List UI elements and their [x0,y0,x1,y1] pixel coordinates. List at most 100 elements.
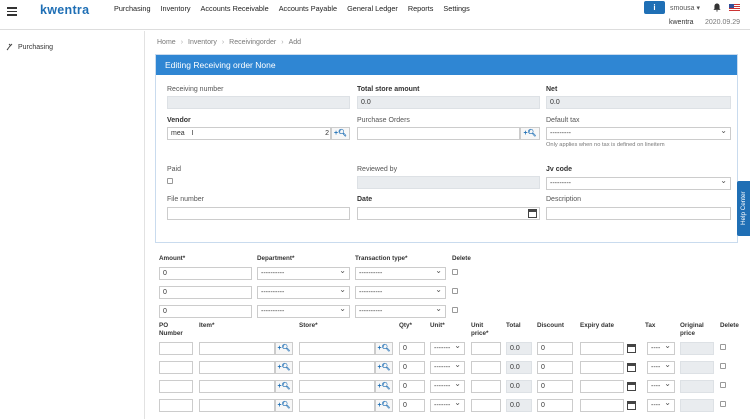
expiry-date-input[interactable] [580,361,624,374]
jv-code-select[interactable]: --------- [546,175,731,190]
unit-price-input[interactable] [471,399,501,412]
po-number-input[interactable] [159,361,193,374]
nav-purchasing[interactable]: Purchasing [114,4,151,13]
unit-select[interactable]: ------- [430,359,465,374]
expiry-date-input[interactable] [580,380,624,393]
item-add-search-button[interactable]: +🔍︎ [275,399,293,412]
department-select[interactable]: ---------- [257,265,350,280]
transaction-type-select[interactable]: ---------- [355,303,446,318]
unit-price-input[interactable] [471,342,501,355]
unit-price-input[interactable] [471,380,501,393]
calendar-icon[interactable] [627,363,636,372]
expiry-date-input[interactable] [580,342,624,355]
discount-input[interactable]: 0 [537,361,573,374]
calendar-icon[interactable] [627,401,636,410]
vendor-add-search-button[interactable]: +🔍︎ [331,127,350,140]
tax-select[interactable]: ---- [647,397,675,412]
qty-input[interactable]: 0 [399,380,425,393]
paid-checkbox[interactable] [167,178,173,184]
transaction-type-select[interactable]: ---------- [355,284,446,299]
help-center-tab[interactable]: Help Center [737,181,750,236]
store-input[interactable] [299,380,375,393]
bell-icon[interactable] [713,3,721,12]
po-number-input[interactable] [159,380,193,393]
item-input[interactable] [199,361,275,374]
unit-select[interactable]: ------- [430,378,465,393]
item-header: Item* [199,322,215,329]
nav-settings[interactable]: Settings [443,4,470,13]
unit-select[interactable]: ------- [430,397,465,412]
delete-checkbox[interactable] [720,382,726,388]
calendar-icon[interactable] [627,382,636,391]
original-price-input [680,399,714,412]
discount-input[interactable]: 0 [537,399,573,412]
store-add-search-button[interactable]: +🔍︎ [375,342,393,355]
file-number-input[interactable] [167,207,350,220]
department-select[interactable]: ---------- [257,284,350,299]
purchase-orders-add-search-button[interactable]: +🔍︎ [520,127,540,140]
tax-select[interactable]: ---- [647,340,675,355]
net-input: 0.0 [546,96,731,109]
qty-input[interactable]: 0 [399,361,425,374]
us-flag-icon[interactable] [729,4,740,11]
department-select[interactable]: ---------- [257,303,350,318]
current-date: 2020.09.29 [705,19,741,26]
breadcrumb-home[interactable]: Home [157,39,176,46]
nav-accounts-payable[interactable]: Accounts Payable [278,4,338,13]
unit-price-input[interactable] [471,361,501,374]
po-number-input[interactable] [159,342,193,355]
item-input[interactable] [199,380,275,393]
discount-input[interactable]: 0 [537,380,573,393]
amount-input[interactable]: 0 [159,267,252,280]
reviewed-by-input [357,176,540,189]
unit-select[interactable]: ------- [430,340,465,355]
default-tax-select[interactable]: --------- [546,125,731,140]
item-add-search-button[interactable]: +🔍︎ [275,361,293,374]
menu-icon[interactable] [7,7,17,16]
store-input[interactable] [299,399,375,412]
delete-checkbox[interactable] [452,288,458,294]
breadcrumb-receivingorder[interactable]: Receivingorder [229,39,277,46]
purchase-orders-input[interactable] [357,127,520,140]
user-menu[interactable]: smousa ▾ [670,4,700,12]
delete-checkbox[interactable] [452,307,458,313]
default-tax-hint: Only applies when no tax is defined on l… [546,142,665,148]
tax-select[interactable]: ---- [647,359,675,374]
sidebar-item-purchasing[interactable]: Purchasing [6,43,53,51]
nav-inventory[interactable]: Inventory [160,4,191,13]
date-input[interactable] [357,207,540,220]
store-input[interactable] [299,342,375,355]
calendar-icon[interactable] [627,344,636,353]
nav-accounts-receivable[interactable]: Accounts Receivable [200,4,269,13]
item-input[interactable] [199,342,275,355]
delete-checkbox[interactable] [720,363,726,369]
store-add-search-button[interactable]: +🔍︎ [375,399,393,412]
transaction-type-select[interactable]: ---------- [355,265,446,280]
nav-reports[interactable]: Reports [407,4,434,13]
add-icon: + [377,383,382,390]
delete-checkbox[interactable] [452,269,458,275]
delete-checkbox[interactable] [720,344,726,350]
info-icon[interactable]: i [644,1,665,14]
amount-input[interactable]: 0 [159,286,252,299]
tax-select[interactable]: ---- [647,378,675,393]
qty-input[interactable]: 0 [399,399,425,412]
breadcrumb-inventory[interactable]: Inventory [188,39,217,46]
vendor-input[interactable]: mea I 2 [167,127,331,140]
item-add-search-button[interactable]: +🔍︎ [275,342,293,355]
calendar-icon[interactable] [528,209,537,218]
store-input[interactable] [299,361,375,374]
discount-input[interactable]: 0 [537,342,573,355]
amount-input[interactable]: 0 [159,305,252,318]
item-add-search-button[interactable]: +🔍︎ [275,380,293,393]
delete-checkbox[interactable] [720,401,726,407]
logo[interactable]: kwentra [40,3,90,17]
nav-general-ledger[interactable]: General Ledger [347,4,398,13]
item-input[interactable] [199,399,275,412]
description-input[interactable] [546,207,731,220]
store-add-search-button[interactable]: +🔍︎ [375,361,393,374]
qty-input[interactable]: 0 [399,342,425,355]
po-number-input[interactable] [159,399,193,412]
store-add-search-button[interactable]: +🔍︎ [375,380,393,393]
expiry-date-input[interactable] [580,399,624,412]
